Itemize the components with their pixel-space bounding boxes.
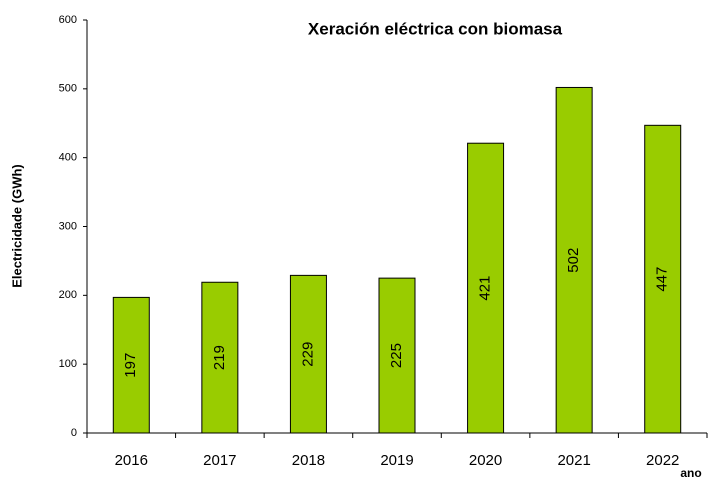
data-label: 229 [299,342,316,367]
bar [467,142,505,434]
y-tick-label: 200 [59,289,77,301]
data-label: 502 [565,248,582,273]
y-tick-label: 600 [59,14,77,26]
y-tick-label: 500 [59,83,77,95]
data-label: 197 [122,353,139,378]
y-axis-label: Electricidade (GWh) [9,164,24,288]
data-label: 225 [388,343,405,368]
x-tick-label: 2020 [469,452,502,469]
y-tick-label: 100 [59,358,77,370]
chart-title: Xeración eléctrica con biomasa [308,19,563,38]
x-tick-label: 2021 [557,452,590,469]
bar [112,296,150,434]
y-tick-label: 400 [59,152,77,164]
bar [644,124,682,434]
data-label: 447 [654,267,671,292]
y-tick-label: 0 [71,427,77,439]
bar [555,86,593,434]
bar [378,277,416,434]
data-label: 219 [211,345,228,370]
x-tick-label: 2017 [203,452,236,469]
x-tick-label: 2022 [646,452,679,469]
x-tick-label: 2018 [292,452,325,469]
x-tick-label: 2016 [115,452,148,469]
x-axis-label: ano [680,466,701,480]
y-tick-label: 300 [59,220,77,232]
data-label: 421 [477,276,494,301]
bar [289,274,327,434]
x-tick-label: 2019 [380,452,413,469]
bar [201,281,239,434]
